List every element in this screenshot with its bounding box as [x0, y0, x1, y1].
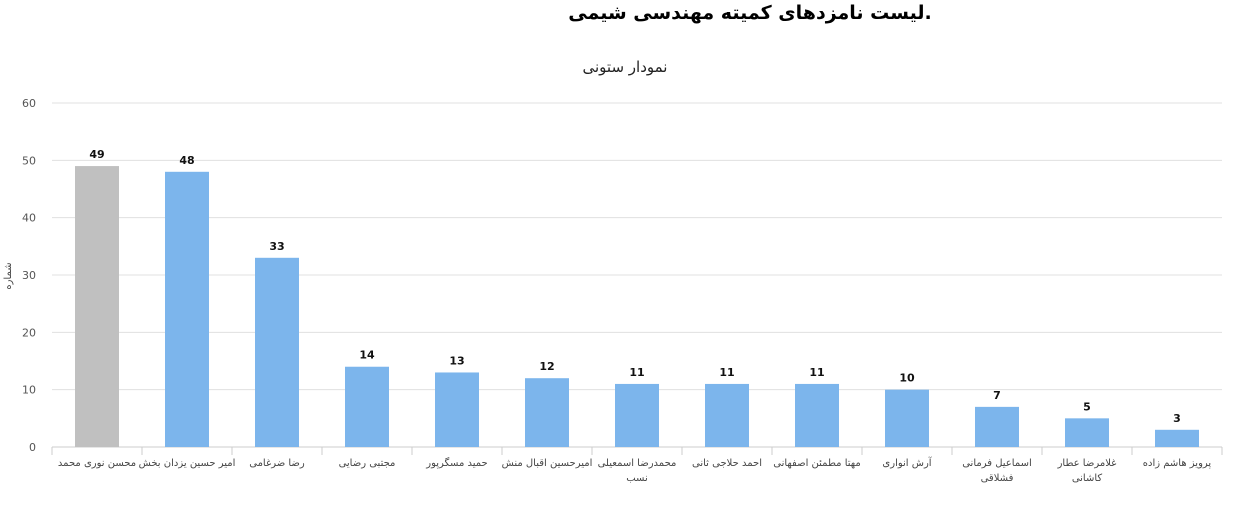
y-tick-label: 20 [22, 326, 36, 339]
data-label: 7 [993, 389, 1001, 402]
data-label: 48 [179, 154, 194, 167]
x-tick-label: امیرحسین اقبال منش [502, 458, 593, 469]
bar[interactable] [525, 378, 569, 447]
data-label: 11 [809, 366, 824, 379]
x-tick-label: رضا ضرغامی [249, 458, 305, 469]
x-tick-label: محسن نوری محمد [58, 458, 136, 469]
bar[interactable] [975, 406, 1019, 447]
y-axis-label: شماره [3, 262, 14, 289]
y-tick-label: 0 [29, 441, 36, 454]
x-tick-label: پرویز هاشم زاده [1143, 458, 1212, 469]
x-tick-label: غلامرضا عطار کاشانی [1057, 458, 1117, 484]
data-label: 14 [359, 349, 375, 362]
x-tick-label: مجتبی رضایی [339, 458, 396, 469]
y-tick-label: 30 [22, 269, 36, 282]
bar[interactable] [1155, 429, 1199, 447]
chart-title: نمودار ستونی [582, 58, 668, 76]
bar[interactable] [795, 383, 839, 447]
bar[interactable] [705, 383, 749, 447]
data-label: 11 [719, 366, 734, 379]
x-tick-label: محمدرضا اسمعیلی نسب [598, 458, 677, 484]
y-tick-label: 40 [22, 212, 36, 225]
data-label: 11 [629, 366, 644, 379]
bar[interactable] [435, 372, 479, 447]
data-label: 10 [899, 372, 915, 385]
bar[interactable] [615, 383, 659, 447]
data-label: 33 [269, 240, 284, 253]
bar[interactable] [1065, 418, 1109, 447]
bar[interactable] [255, 257, 299, 447]
data-label: 13 [449, 354, 464, 367]
bar[interactable] [345, 366, 389, 447]
x-tick-label: اسماعیل فرمانی فشلاقی [962, 458, 1032, 484]
x-tick-label: آرش انواری [882, 456, 932, 469]
x-tick-label: امیر حسین یزدان بخش [139, 458, 236, 469]
x-tick-label: احمد حلاجی ثانی [692, 458, 762, 469]
data-label: 5 [1083, 400, 1091, 413]
data-label: 3 [1173, 412, 1181, 425]
y-tick-label: 50 [22, 154, 36, 167]
bar[interactable] [165, 171, 209, 448]
y-tick-label: 10 [22, 384, 36, 397]
data-label: 49 [89, 148, 104, 161]
data-label: 12 [539, 360, 554, 373]
page-title: .لیست نامزدهای کمیته مهندسی شیمی [568, 2, 932, 24]
x-tick-label: مهتا مطمئن اصفهانی [773, 458, 860, 469]
y-tick-label: 60 [22, 97, 36, 110]
bar[interactable] [885, 389, 929, 447]
x-tick-label: حمید مسگرپور [425, 457, 488, 469]
bar[interactable] [75, 166, 119, 448]
